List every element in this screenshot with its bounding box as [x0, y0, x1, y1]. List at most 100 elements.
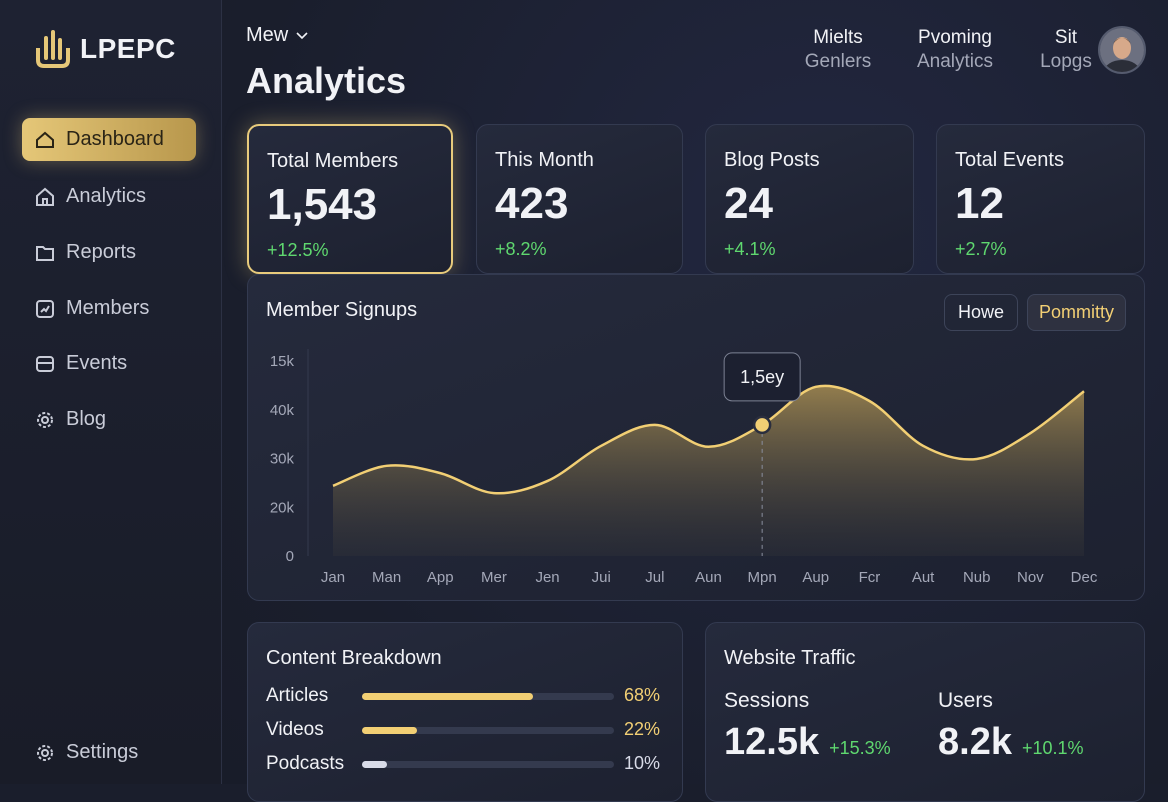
stat-label: Total Events [955, 149, 1064, 171]
bar [362, 727, 418, 734]
stat-value: 423 [495, 179, 569, 228]
icon [36, 299, 54, 318]
x-tick-label: Jul [645, 569, 664, 586]
line [332, 384, 1085, 495]
nav-item[interactable]: Settings [22, 731, 196, 774]
metric-change: +10.1% [1021, 738, 1084, 758]
logo[interactable]: LPEPC [34, 28, 176, 70]
link-bottom: Lopgs [1040, 51, 1092, 72]
x-tick-label: Nov [1017, 569, 1044, 586]
highlight-point [752, 415, 772, 435]
logo-text: LPEPC [80, 33, 176, 64]
y-tick-label: 40k [270, 402, 295, 419]
x-tick-label: Man [372, 569, 401, 586]
icon [36, 131, 54, 148]
area [333, 385, 1084, 556]
x-tick-label: Jui [592, 569, 611, 586]
content-card: Content Breakdown Articles 68% Videos 22% Po… [247, 622, 683, 802]
stat-card[interactable]: Blog Posts 24 +4.1% [705, 124, 914, 274]
chart-button[interactable]: Howe [944, 294, 1018, 331]
metric: 12.5k +15.3% [724, 721, 891, 764]
nav-item[interactable]: Members [22, 287, 196, 330]
header-link[interactable]: Sit Lopgs [1034, 26, 1098, 74]
x-tick-label: Dec [1071, 569, 1098, 586]
avatar[interactable] [1098, 26, 1146, 74]
traffic-card: Website Traffic Sessions 12.5k +15.3% Us… [705, 622, 1145, 802]
stat-card[interactable]: Total Events 12 +2.7% [936, 124, 1145, 274]
sidebar: LPEPC Dashboard Analytics Reports Member… [0, 0, 222, 784]
x-tick-label: App [427, 569, 454, 586]
item-label: Videos [266, 719, 324, 740]
x-tick-label: Aun [695, 569, 722, 586]
header-link[interactable]: Pvoming Analytics [908, 26, 1002, 74]
x-tick-label: Nub [963, 569, 991, 586]
value-label: 10% [624, 753, 661, 773]
stat-change: +8.2% [495, 239, 547, 259]
nav-label: Settings [66, 741, 139, 763]
stat-card[interactable]: This Month 423 +8.2% [476, 124, 683, 274]
x-tick-label: Mpn [748, 569, 777, 586]
icon [37, 411, 53, 428]
stat-value: 1,543 [267, 180, 378, 229]
link-bottom: Analytics [916, 51, 994, 72]
y-tick-label: 15k [270, 353, 295, 370]
link-top: Sit [1054, 27, 1078, 48]
nav-label: Reports [66, 241, 137, 263]
line-chart: 15k 40k 30k 20k 0 Jan Man App Mer Jen Jui Jul Aun Mpn… [270, 349, 1098, 586]
icon [36, 355, 54, 372]
nav-item[interactable]: Events [22, 342, 196, 385]
x-tick-label: Jan [321, 569, 345, 586]
nav-label: Analytics [66, 185, 147, 207]
metric-label: Users [938, 689, 993, 712]
metric-value: 8.2k [938, 721, 1012, 763]
chevron [296, 31, 308, 39]
nav-item[interactable]: Dashboard [22, 118, 196, 161]
chart-title: Member Signups [266, 299, 418, 321]
nav-item[interactable]: Reports [22, 231, 196, 274]
x-tick-label: Aup [802, 569, 829, 586]
header-link[interactable]: Mielts Genlers [800, 26, 876, 74]
chart-card: Member Signups Howe Pommitty 15k 40k 30k 20… [247, 274, 1145, 601]
stat-change: +2.7% [955, 239, 1007, 259]
item-label: Articles [266, 685, 329, 706]
link-top: Mielts [813, 27, 863, 48]
logo-icon [36, 30, 70, 68]
stat-value: 24 [724, 179, 773, 228]
stat-label: Blog Posts [724, 149, 820, 171]
bar [362, 693, 534, 700]
bar-track [362, 727, 614, 734]
tooltip-text: 1,5ey [740, 367, 784, 387]
x-tick-label: Fcr [859, 569, 881, 586]
nav-label: Blog [66, 408, 107, 430]
link-top: Pvoming [918, 27, 992, 48]
metric-change: +15.3% [829, 738, 891, 758]
tooltip-box [723, 352, 801, 402]
stat-value: 12 [955, 179, 1004, 228]
nav-label: Dashboard [66, 128, 164, 150]
link-bottom: Genlers [804, 51, 872, 72]
x-tick-label: Mer [481, 569, 507, 586]
bar-track [362, 761, 614, 768]
icon [36, 245, 54, 261]
stat-label: Total Members [267, 150, 399, 172]
stat-change: +12.5% [267, 240, 329, 260]
menu-dropdown[interactable]: Mew [246, 24, 308, 47]
icon [37, 744, 53, 761]
icon [36, 187, 54, 206]
item-label: Podcasts [266, 753, 345, 774]
x-tick-label: Jen [535, 569, 559, 586]
bar [362, 761, 388, 768]
y-tick-label: 0 [286, 548, 294, 565]
x-tick-label: Aut [912, 569, 935, 586]
y-tick-label: 20k [270, 499, 295, 516]
value-label: 68% [624, 685, 661, 705]
nav-item[interactable]: Blog [22, 398, 196, 441]
stat-card[interactable]: Total Members 1,543 +12.5% [247, 124, 453, 274]
chart-button[interactable]: Pommitty [1027, 294, 1126, 331]
y-tick-label: 30k [270, 451, 295, 468]
stat-change: +4.1% [724, 239, 776, 259]
metric-value: 12.5k [724, 721, 820, 763]
nav-item[interactable]: Analytics [22, 175, 196, 218]
page-title: Analytics [246, 60, 407, 101]
